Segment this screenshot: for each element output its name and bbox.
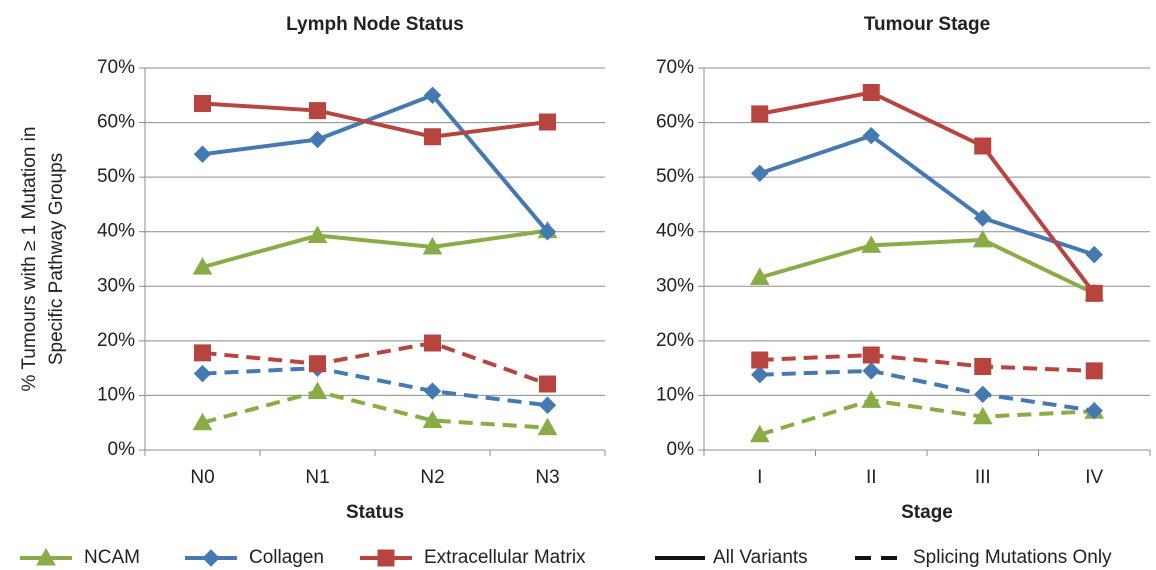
point-marker: [423, 382, 442, 400]
x-tick-label: I: [757, 467, 762, 488]
point-marker: [423, 86, 442, 104]
series-line: [759, 398, 1095, 437]
point-marker: [424, 334, 441, 352]
series-line: [202, 366, 548, 408]
legend-marker: [36, 547, 56, 566]
point-marker: [538, 223, 557, 241]
point-marker: [192, 412, 213, 431]
legend-label: Collagen: [249, 547, 324, 568]
point-marker: [751, 164, 769, 183]
y-tick-label: 60%: [656, 112, 694, 133]
legend-label: NCAM: [84, 547, 140, 568]
y-tick-label: 50%: [656, 166, 694, 187]
point-marker: [972, 229, 993, 248]
point-marker: [751, 105, 769, 123]
point-marker: [538, 396, 557, 414]
x-tick-label: III: [975, 467, 991, 488]
x-tick-label: IV: [1085, 467, 1103, 488]
point-marker: [309, 355, 326, 373]
point-marker: [194, 94, 211, 112]
legend-marker: [377, 549, 395, 567]
point-marker: [974, 385, 992, 404]
y-tick-label: 10%: [656, 384, 694, 405]
y-tick-label: 40%: [656, 221, 694, 242]
point-marker: [862, 126, 880, 145]
series-line: [202, 340, 549, 386]
point-marker: [422, 410, 443, 429]
y-axis-label: % Tumours with ≥ 1 Mutation in: [19, 127, 40, 392]
y-tick-label: 60%: [97, 112, 135, 133]
series-line: [759, 353, 1095, 373]
point-marker: [751, 351, 769, 369]
chart-title: Tumour Stage: [864, 14, 990, 35]
point-marker: [974, 209, 992, 227]
y-tick-label: 30%: [656, 275, 694, 296]
point-marker: [749, 424, 770, 443]
point-marker: [192, 257, 213, 275]
y-tick-label: 40%: [97, 221, 135, 242]
legend-marker: [202, 549, 220, 567]
y-tick-label: 20%: [656, 330, 694, 351]
series-line: [201, 228, 548, 270]
y-tick-label: 10%: [97, 384, 135, 405]
x-tick-label: N2: [420, 467, 444, 488]
point-marker: [862, 346, 880, 364]
point-marker: [539, 113, 556, 131]
chart-title: Lymph Node Status: [286, 14, 464, 35]
y-tick-label: 30%: [97, 275, 135, 296]
point-marker: [974, 358, 992, 376]
point-marker: [308, 130, 327, 149]
series-line: [759, 368, 1095, 413]
point-marker: [537, 417, 558, 436]
point-marker: [193, 364, 212, 383]
point-marker: [749, 267, 770, 286]
point-marker: [307, 381, 328, 400]
point-marker: [862, 84, 880, 102]
point-marker: [862, 362, 880, 380]
y-tick-label: 20%: [97, 330, 135, 351]
legend-label: All Variants: [713, 547, 808, 568]
legend-label: Extracellular Matrix: [424, 547, 586, 568]
point-marker: [193, 145, 212, 163]
point-marker: [539, 375, 556, 393]
y-tick-label: 0%: [667, 439, 695, 460]
series-line: [759, 237, 1096, 296]
x-tick-label: N0: [190, 467, 214, 488]
y-axis-label: Specific Pathway Groups: [46, 153, 67, 365]
series-line: [201, 389, 548, 430]
x-axis-label: Status: [346, 502, 404, 523]
point-marker: [1085, 245, 1103, 264]
point-marker: [972, 406, 993, 425]
point-marker: [1085, 284, 1103, 302]
point-marker: [194, 344, 211, 362]
point-marker: [1085, 362, 1103, 380]
series-line: [202, 101, 548, 139]
y-tick-label: 0%: [108, 439, 136, 460]
point-marker: [861, 235, 882, 253]
x-tick-label: II: [866, 467, 877, 488]
y-tick-label: 70%: [656, 57, 694, 78]
series-line: [202, 92, 550, 234]
point-marker: [307, 225, 328, 244]
series-line: [759, 133, 1095, 257]
point-marker: [974, 137, 992, 155]
point-marker: [422, 236, 443, 255]
point-marker: [861, 390, 882, 408]
x-tick-label: N3: [535, 467, 559, 488]
legend-label: Splicing Mutations Only: [913, 547, 1112, 568]
x-tick-label: N1: [305, 467, 329, 488]
point-marker: [309, 102, 326, 120]
y-tick-label: 70%: [97, 57, 135, 78]
point-marker: [1085, 402, 1103, 420]
series-line: [759, 90, 1096, 295]
y-tick-label: 50%: [97, 166, 135, 187]
point-marker: [424, 128, 441, 146]
x-axis-label: Stage: [901, 502, 953, 523]
point-marker: [751, 365, 769, 384]
